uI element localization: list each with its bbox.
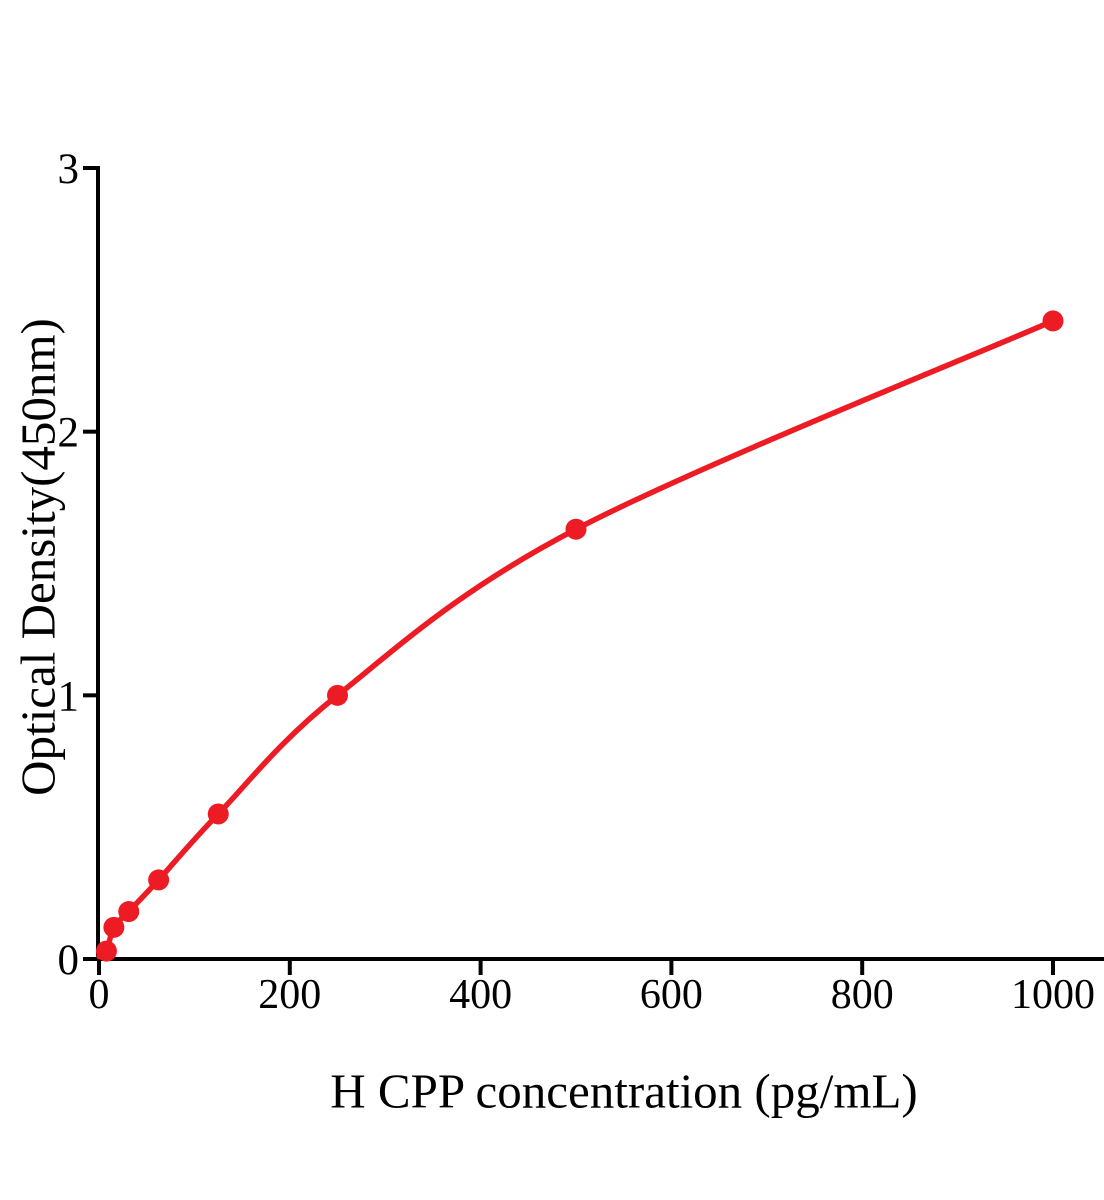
x-tick-label: 400 bbox=[449, 972, 512, 1018]
y-axis-title: Optical Density(450nm) bbox=[10, 318, 66, 796]
data-point-marker bbox=[565, 518, 587, 540]
y-tick-label: 2 bbox=[58, 410, 80, 457]
x-tick-label: 1000 bbox=[1011, 972, 1095, 1018]
x-tick-label: 0 bbox=[89, 972, 110, 1018]
data-point-marker bbox=[118, 901, 140, 923]
x-tick-label: 800 bbox=[831, 972, 894, 1018]
y-tick-label: 1 bbox=[58, 673, 80, 720]
data-point-marker bbox=[148, 869, 170, 891]
data-point-marker bbox=[207, 803, 229, 825]
data-point-marker bbox=[327, 684, 348, 706]
x-tick-label: 200 bbox=[258, 972, 321, 1018]
standard-curve-line bbox=[96, 318, 1056, 960]
data-point-marker bbox=[95, 940, 117, 962]
y-tick-label: 0 bbox=[58, 937, 80, 984]
x-tick-label: 600 bbox=[640, 972, 703, 1018]
y-tick-label: 3 bbox=[58, 146, 80, 193]
data-point-marker bbox=[1042, 310, 1064, 332]
data-point-marker bbox=[103, 916, 125, 938]
x-axis-title: H CPP concentration (pg/mL) bbox=[330, 1063, 918, 1119]
